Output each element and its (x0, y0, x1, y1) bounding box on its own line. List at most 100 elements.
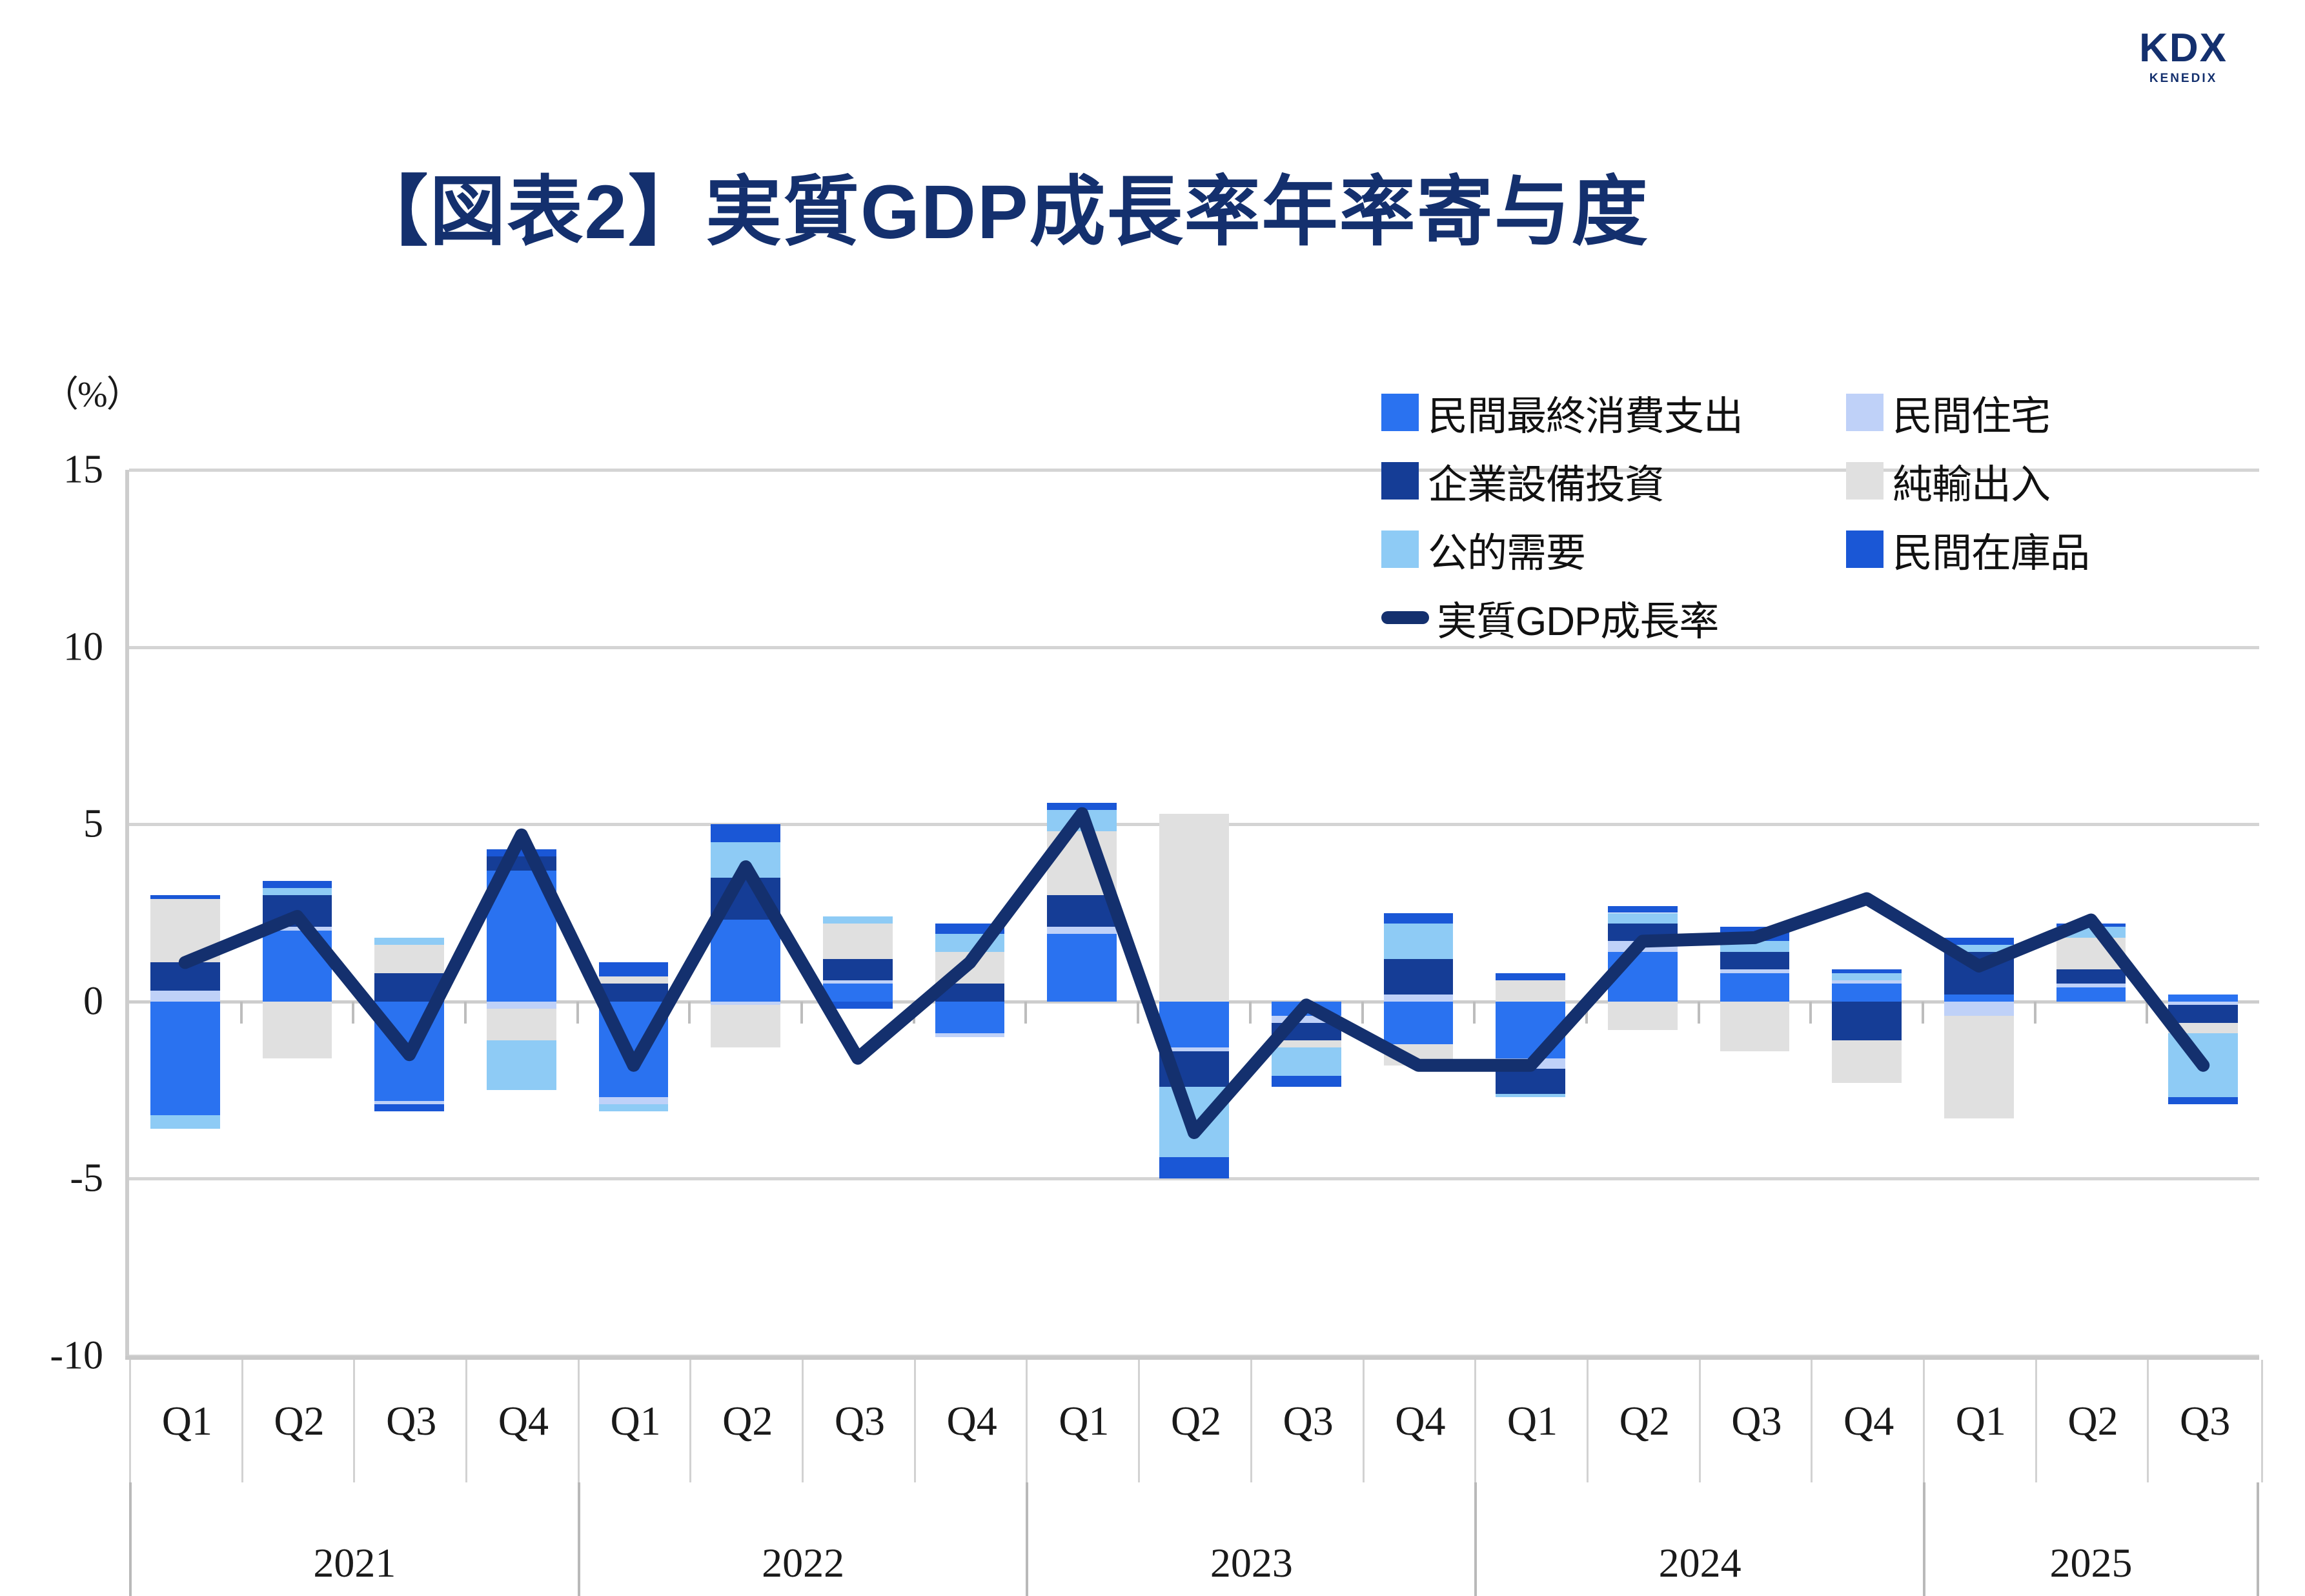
bar-segment-inventory[interactable] (374, 1104, 445, 1112)
bar-segment-consumption[interactable] (1159, 1001, 1229, 1048)
bar-segment-capex[interactable] (711, 877, 781, 920)
bar-segment-capex[interactable] (1159, 1051, 1229, 1087)
bar-segment-public[interactable] (823, 916, 893, 924)
bar-segment-capex[interactable] (2056, 969, 2126, 984)
bar-segment-consumption[interactable] (598, 1001, 669, 1098)
bar-column[interactable] (150, 470, 220, 1356)
bar-segment-capex[interactable] (2168, 1005, 2238, 1023)
bar-segment-inventory[interactable] (1607, 905, 1678, 913)
bar-segment-consumption[interactable] (1832, 984, 1902, 1002)
bar-segment-netexport[interactable] (935, 951, 1005, 984)
bar-segment-inventory[interactable] (1720, 927, 1790, 942)
bar-segment-housing[interactable] (1944, 1001, 2014, 1016)
bar-segment-capex[interactable] (598, 984, 669, 1002)
bar-segment-netexport[interactable] (1944, 1015, 2014, 1119)
bar-segment-netexport[interactable] (1832, 1040, 1902, 1084)
bar-segment-capex[interactable] (1832, 1001, 1902, 1041)
bar-segment-capex[interactable] (1047, 895, 1117, 927)
bar-segment-consumption[interactable] (1496, 1001, 1565, 1058)
bar-segment-housing[interactable] (262, 927, 332, 931)
bar-segment-housing[interactable] (2056, 984, 2126, 987)
bar-column[interactable] (711, 470, 781, 1356)
bar-segment-inventory[interactable] (1047, 803, 1117, 811)
bar-segment-netexport[interactable] (487, 1008, 556, 1041)
bar-segment-netexport[interactable] (1047, 831, 1117, 896)
bar-segment-capex[interactable] (1720, 951, 1790, 970)
bar-segment-inventory[interactable] (262, 881, 332, 889)
bar-segment-consumption[interactable] (487, 870, 556, 1002)
bar-segment-consumption[interactable] (1607, 951, 1678, 1002)
bar-segment-public[interactable] (150, 1115, 220, 1129)
legend-item-gdp[interactable]: 実質GDP成長率 (1381, 589, 1846, 647)
bar-segment-inventory[interactable] (1383, 913, 1454, 924)
bar-segment-consumption[interactable] (1047, 934, 1117, 1002)
bar-column[interactable] (823, 470, 893, 1356)
bar-segment-capex[interactable] (823, 958, 893, 980)
bar-segment-inventory[interactable] (711, 824, 781, 842)
bar-segment-inventory[interactable] (2168, 1097, 2238, 1105)
bar-segment-inventory[interactable] (150, 895, 220, 899)
bar-segment-netexport[interactable] (1607, 1001, 1678, 1030)
bar-segment-consumption[interactable] (1944, 994, 2014, 1002)
bar-segment-public[interactable] (1271, 1047, 1341, 1076)
bar-segment-capex[interactable] (374, 973, 445, 1002)
bar-segment-public[interactable] (1720, 941, 1790, 952)
bar-segment-housing[interactable] (1383, 994, 1454, 1002)
bar-segment-public[interactable] (374, 937, 445, 945)
bar-segment-public[interactable] (1944, 944, 2014, 952)
bar-segment-netexport[interactable] (262, 1001, 332, 1058)
bar-segment-public[interactable] (1496, 1093, 1565, 1098)
bar-segment-netexport[interactable] (711, 1005, 781, 1048)
bar-segment-consumption[interactable] (374, 1001, 445, 1101)
bar-segment-capex[interactable] (1271, 1022, 1341, 1041)
bar-segment-capex[interactable] (935, 984, 1005, 1002)
bar-segment-capex[interactable] (1383, 958, 1454, 995)
bar-column[interactable] (1271, 470, 1341, 1356)
bar-segment-public[interactable] (1832, 973, 1902, 980)
bar-segment-consumption[interactable] (2056, 987, 2126, 1002)
legend-item-public[interactable]: 公的需要 (1381, 520, 1846, 578)
bar-segment-consumption[interactable] (150, 1001, 220, 1115)
bar-segment-consumption[interactable] (823, 984, 893, 1002)
bar-segment-public[interactable] (598, 1104, 669, 1112)
bar-column[interactable] (598, 470, 669, 1356)
bar-segment-public[interactable] (2056, 927, 2126, 938)
bar-segment-inventory[interactable] (1944, 937, 2014, 945)
bar-segment-housing[interactable] (598, 1097, 669, 1105)
bar-column[interactable] (935, 470, 1005, 1356)
bar-segment-consumption[interactable] (2168, 994, 2238, 1002)
bar-segment-inventory[interactable] (487, 849, 556, 856)
bar-segment-capex[interactable] (150, 962, 220, 991)
bar-segment-inventory[interactable] (2056, 923, 2126, 927)
bar-segment-netexport[interactable] (2168, 1022, 2238, 1034)
legend-item-consumption[interactable]: 民間最終消費支出 (1381, 383, 1846, 441)
bar-segment-housing[interactable] (1832, 980, 1902, 984)
bar-segment-capex[interactable] (262, 895, 332, 927)
bar-segment-netexport[interactable] (374, 944, 445, 973)
legend-item-housing[interactable]: 民間住宅 (1846, 383, 2051, 441)
bar-segment-netexport[interactable] (823, 923, 893, 959)
bar-segment-housing[interactable] (487, 1001, 556, 1009)
bar-segment-netexport[interactable] (1271, 1040, 1341, 1048)
bar-segment-housing[interactable] (150, 991, 220, 1002)
bar-column[interactable] (487, 470, 556, 1356)
bar-segment-capex[interactable] (487, 856, 556, 871)
bar-column[interactable] (1159, 470, 1229, 1356)
bar-segment-public[interactable] (935, 934, 1005, 952)
bar-segment-public[interactable] (1159, 1086, 1229, 1158)
legend-item-capex[interactable]: 企業設備投資 (1381, 452, 1846, 510)
bar-segment-capex[interactable] (1944, 951, 2014, 995)
bar-segment-inventory[interactable] (935, 923, 1005, 934)
bar-segment-consumption[interactable] (1271, 1001, 1341, 1016)
bar-segment-netexport[interactable] (2056, 937, 2126, 970)
bar-segment-public[interactable] (711, 842, 781, 878)
bar-segment-public[interactable] (2168, 1033, 2238, 1098)
legend-item-netexport[interactable]: 純輸出入 (1846, 452, 2051, 510)
bar-column[interactable] (1047, 470, 1117, 1356)
bar-segment-public[interactable] (1607, 913, 1678, 924)
bar-segment-consumption[interactable] (935, 1001, 1005, 1034)
bar-segment-housing[interactable] (935, 1033, 1005, 1037)
bar-segment-public[interactable] (1383, 923, 1454, 959)
legend-item-inventory[interactable]: 民間在庫品 (1846, 520, 2090, 578)
bar-segment-inventory[interactable] (1832, 969, 1902, 973)
